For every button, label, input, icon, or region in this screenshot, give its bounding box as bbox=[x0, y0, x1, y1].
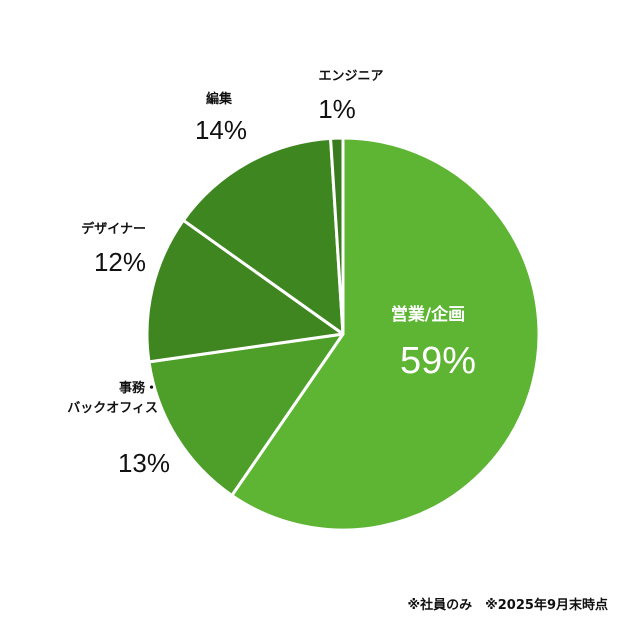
pie-slice bbox=[329, 136, 345, 336]
pie-slice bbox=[181, 136, 345, 336]
slice-label: 営業/企画 bbox=[391, 304, 465, 325]
pie-slice bbox=[145, 218, 345, 364]
footnote: ※社員のみ ※2025年9月末時点 bbox=[407, 598, 608, 613]
slice-value-label: 59% bbox=[400, 340, 476, 382]
pie-labels: 営業/企画 59% 事務・バックオフィス 13% デザイナー 12% 編集 14% エンジニア 1… bbox=[67, 69, 476, 478]
pie-slice bbox=[230, 136, 541, 532]
slice-label: エンジニア bbox=[318, 69, 383, 84]
slice-label: デザイナー bbox=[81, 221, 146, 237]
slice-value-label: 14% bbox=[195, 115, 247, 145]
slice-label: 編集 bbox=[206, 91, 233, 107]
pie-slice bbox=[147, 332, 345, 497]
slice-value-label: 12% bbox=[94, 247, 146, 277]
slice-value-label: 1% bbox=[318, 94, 356, 124]
pie-slices bbox=[145, 136, 541, 532]
slice-label: 事務・バックオフィス bbox=[67, 380, 158, 416]
slice-value-label: 13% bbox=[118, 448, 170, 478]
